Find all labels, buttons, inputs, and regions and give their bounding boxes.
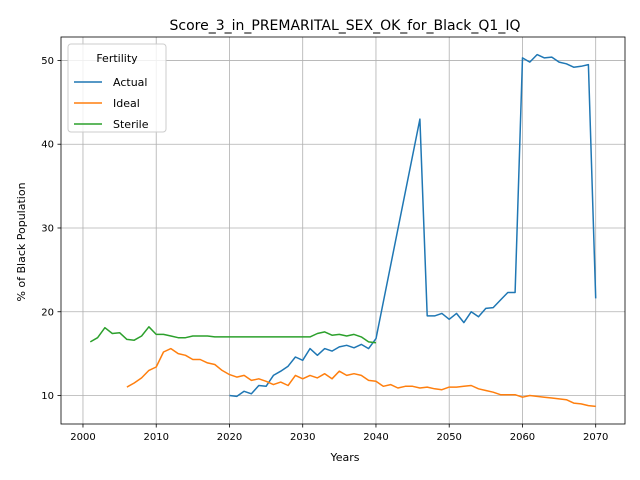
y-tick-label: 10	[41, 391, 54, 402]
x-tick-label: 2070	[583, 432, 608, 443]
chart-title: Score_3_in_PREMARITAL_SEX_OK_for_Black_Q…	[170, 18, 521, 34]
legend-title: Fertility	[96, 52, 138, 65]
legend: Fertility Actual Ideal Sterile	[68, 44, 166, 132]
legend-label-actual: Actual	[113, 76, 147, 89]
legend-label-ideal: Ideal	[113, 97, 140, 110]
y-tick-label: 40	[41, 140, 54, 151]
x-tick-label: 2060	[510, 432, 535, 443]
y-tick-label: 20	[41, 307, 54, 318]
y-axis-label: % of Black Population	[15, 182, 28, 301]
y-tick-label: 30	[41, 223, 54, 234]
x-tick-label: 2020	[217, 432, 242, 443]
x-tick-label: 2030	[290, 432, 315, 443]
x-tick-label: 2000	[70, 432, 95, 443]
legend-label-sterile: Sterile	[113, 118, 149, 131]
x-tick-label: 2010	[143, 432, 168, 443]
x-tick-label: 2050	[436, 432, 461, 443]
x-tick-label: 2040	[363, 432, 388, 443]
x-axis-label: Years	[329, 451, 359, 464]
y-tick-label: 50	[41, 56, 54, 67]
